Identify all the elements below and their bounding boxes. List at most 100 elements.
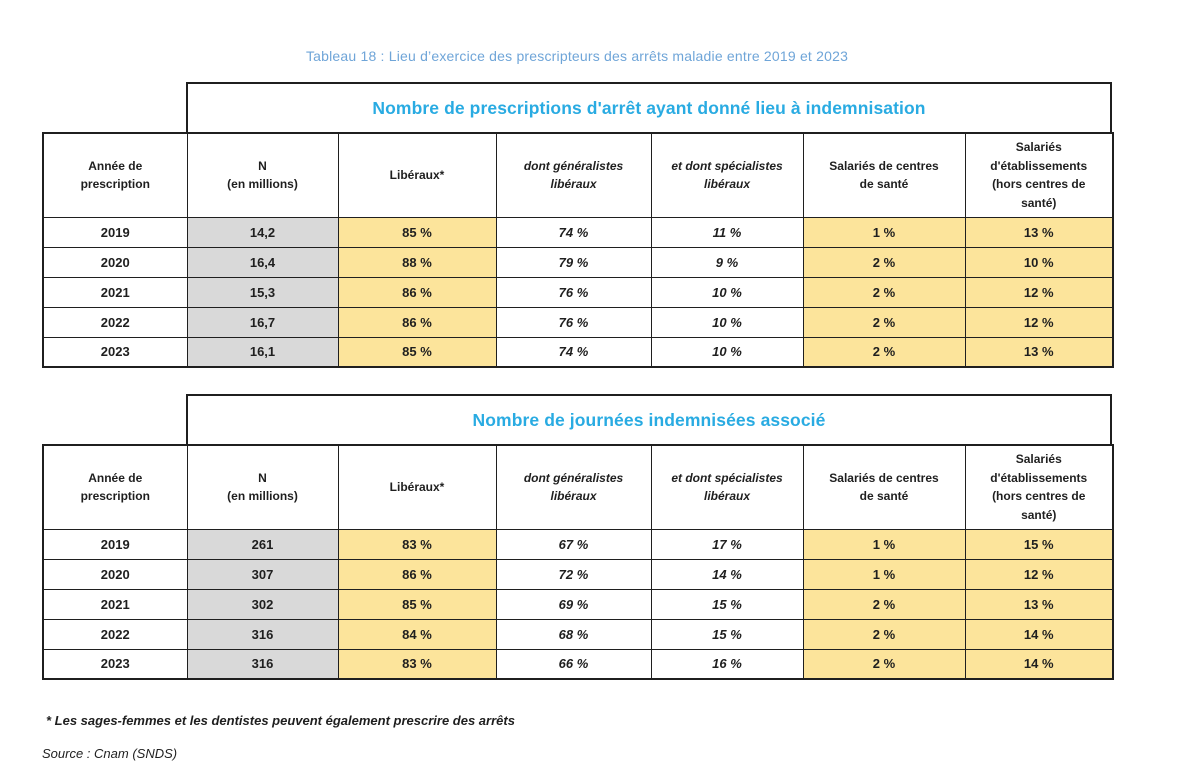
data-cell: 10 % — [650, 336, 804, 368]
data-cell: 2 % — [802, 588, 966, 620]
data-cell: 76 % — [495, 276, 652, 308]
year-cell: 2020 — [42, 246, 188, 278]
data-cell: 10 % — [964, 246, 1114, 278]
data-cell: 11 % — [650, 216, 804, 248]
column-header-etablissements: Salariés d'établissements (hors centres … — [964, 132, 1114, 218]
data-cell: 86 % — [337, 276, 497, 308]
data-cell: 316 — [186, 618, 339, 650]
header-row: Année de prescription N (en millions) Li… — [42, 444, 1114, 530]
table-caption: Tableau 18 : Lieu d’exercice des prescri… — [305, 48, 849, 64]
data-cell: 10 % — [650, 276, 804, 308]
column-header-annee: Année de prescription — [42, 444, 188, 530]
data-cell: 67 % — [495, 528, 652, 560]
data-cell: 14 % — [650, 558, 804, 590]
year-cell: 2019 — [42, 528, 188, 560]
data-cell: 2 % — [802, 276, 966, 308]
footnote: * Les sages-femmes et les dentistes peuv… — [46, 713, 515, 728]
journees-table: Année de prescription N (en millions) Li… — [42, 444, 1114, 680]
prescriptions-table: Année de prescription N (en millions) Li… — [42, 132, 1114, 368]
data-cell: 68 % — [495, 618, 652, 650]
data-cell: 9 % — [650, 246, 804, 278]
year-cell: 2021 — [42, 588, 188, 620]
header-row: Année de prescription N (en millions) Li… — [42, 132, 1114, 218]
journees-banner: Nombre de journées indemnisées associé — [186, 394, 1112, 444]
table-row: 2021 302 85 % 69 % 15 % 2 % 13 % — [42, 588, 1114, 620]
data-cell: 12 % — [964, 558, 1114, 590]
year-cell: 2022 — [42, 306, 188, 338]
column-header-liberaux: Libéraux* — [337, 444, 497, 530]
data-cell: 15 % — [650, 588, 804, 620]
data-cell: 16,1 — [186, 336, 339, 368]
data-cell: 13 % — [964, 336, 1114, 368]
year-cell: 2023 — [42, 336, 188, 368]
data-cell: 66 % — [495, 648, 652, 680]
data-cell: 17 % — [650, 528, 804, 560]
table-row: 2022 316 84 % 68 % 15 % 2 % 14 % — [42, 618, 1114, 650]
data-cell: 14 % — [964, 648, 1114, 680]
column-header-generalistes: dont généralistes libéraux — [495, 444, 652, 530]
year-cell: 2022 — [42, 618, 188, 650]
data-cell: 14,2 — [186, 216, 339, 248]
column-header-annee: Année de prescription — [42, 132, 188, 218]
column-header-specialistes: et dont spécialistes libéraux — [650, 132, 804, 218]
data-cell: 2 % — [802, 246, 966, 278]
data-cell: 261 — [186, 528, 339, 560]
data-cell: 2 % — [802, 336, 966, 368]
data-cell: 85 % — [337, 336, 497, 368]
column-header-n: N (en millions) — [186, 132, 339, 218]
data-cell: 15,3 — [186, 276, 339, 308]
table-row: 2019 14,2 85 % 74 % 11 % 1 % 13 % — [42, 216, 1114, 248]
data-cell: 16,4 — [186, 246, 339, 278]
data-cell: 2 % — [802, 618, 966, 650]
data-cell: 76 % — [495, 306, 652, 338]
column-header-centres: Salariés de centres de santé — [802, 444, 966, 530]
data-cell: 88 % — [337, 246, 497, 278]
data-cell: 16,7 — [186, 306, 339, 338]
data-cell: 2 % — [802, 648, 966, 680]
data-cell: 1 % — [802, 528, 966, 560]
data-cell: 307 — [186, 558, 339, 590]
data-cell: 15 % — [650, 618, 804, 650]
data-cell: 2 % — [802, 306, 966, 338]
data-cell: 15 % — [964, 528, 1114, 560]
journees-banner-title: Nombre de journées indemnisées associé — [472, 409, 826, 430]
data-cell: 74 % — [495, 336, 652, 368]
year-cell: 2020 — [42, 558, 188, 590]
data-cell: 85 % — [337, 216, 497, 248]
column-header-n: N (en millions) — [186, 444, 339, 530]
data-cell: 13 % — [964, 216, 1114, 248]
column-header-liberaux: Libéraux* — [337, 132, 497, 218]
data-cell: 302 — [186, 588, 339, 620]
data-cell: 83 % — [337, 528, 497, 560]
table-row: 2023 16,1 85 % 74 % 10 % 2 % 13 % — [42, 336, 1114, 368]
year-cell: 2023 — [42, 648, 188, 680]
data-cell: 16 % — [650, 648, 804, 680]
data-cell: 12 % — [964, 306, 1114, 338]
table-row: 2020 307 86 % 72 % 14 % 1 % 12 % — [42, 558, 1114, 590]
table-row: 2022 16,7 86 % 76 % 10 % 2 % 12 % — [42, 306, 1114, 338]
prescriptions-banner-title: Nombre de prescriptions d'arrêt ayant do… — [372, 97, 926, 118]
data-cell: 316 — [186, 648, 339, 680]
prescriptions-table-group: Nombre de prescriptions d'arrêt ayant do… — [42, 82, 1114, 368]
table-row: 2021 15,3 86 % 76 % 10 % 2 % 12 % — [42, 276, 1114, 308]
data-cell: 86 % — [337, 306, 497, 338]
column-header-specialistes: et dont spécialistes libéraux — [650, 444, 804, 530]
data-cell: 1 % — [802, 558, 966, 590]
data-cell: 69 % — [495, 588, 652, 620]
year-cell: 2021 — [42, 276, 188, 308]
data-cell: 14 % — [964, 618, 1114, 650]
table-row: 2019 261 83 % 67 % 17 % 1 % 15 % — [42, 528, 1114, 560]
data-cell: 72 % — [495, 558, 652, 590]
column-header-generalistes: dont généralistes libéraux — [495, 132, 652, 218]
column-header-etablissements: Salariés d'établissements (hors centres … — [964, 444, 1114, 530]
data-cell: 86 % — [337, 558, 497, 590]
column-header-centres: Salariés de centres de santé — [802, 132, 966, 218]
journees-table-group: Nombre de journées indemnisées associé A… — [42, 394, 1114, 680]
table-row: 2020 16,4 88 % 79 % 9 % 2 % 10 % — [42, 246, 1114, 278]
data-cell: 79 % — [495, 246, 652, 278]
data-cell: 84 % — [337, 618, 497, 650]
table-row: 2023 316 83 % 66 % 16 % 2 % 14 % — [42, 648, 1114, 680]
prescriptions-banner: Nombre de prescriptions d'arrêt ayant do… — [186, 82, 1112, 132]
data-cell: 74 % — [495, 216, 652, 248]
data-cell: 1 % — [802, 216, 966, 248]
